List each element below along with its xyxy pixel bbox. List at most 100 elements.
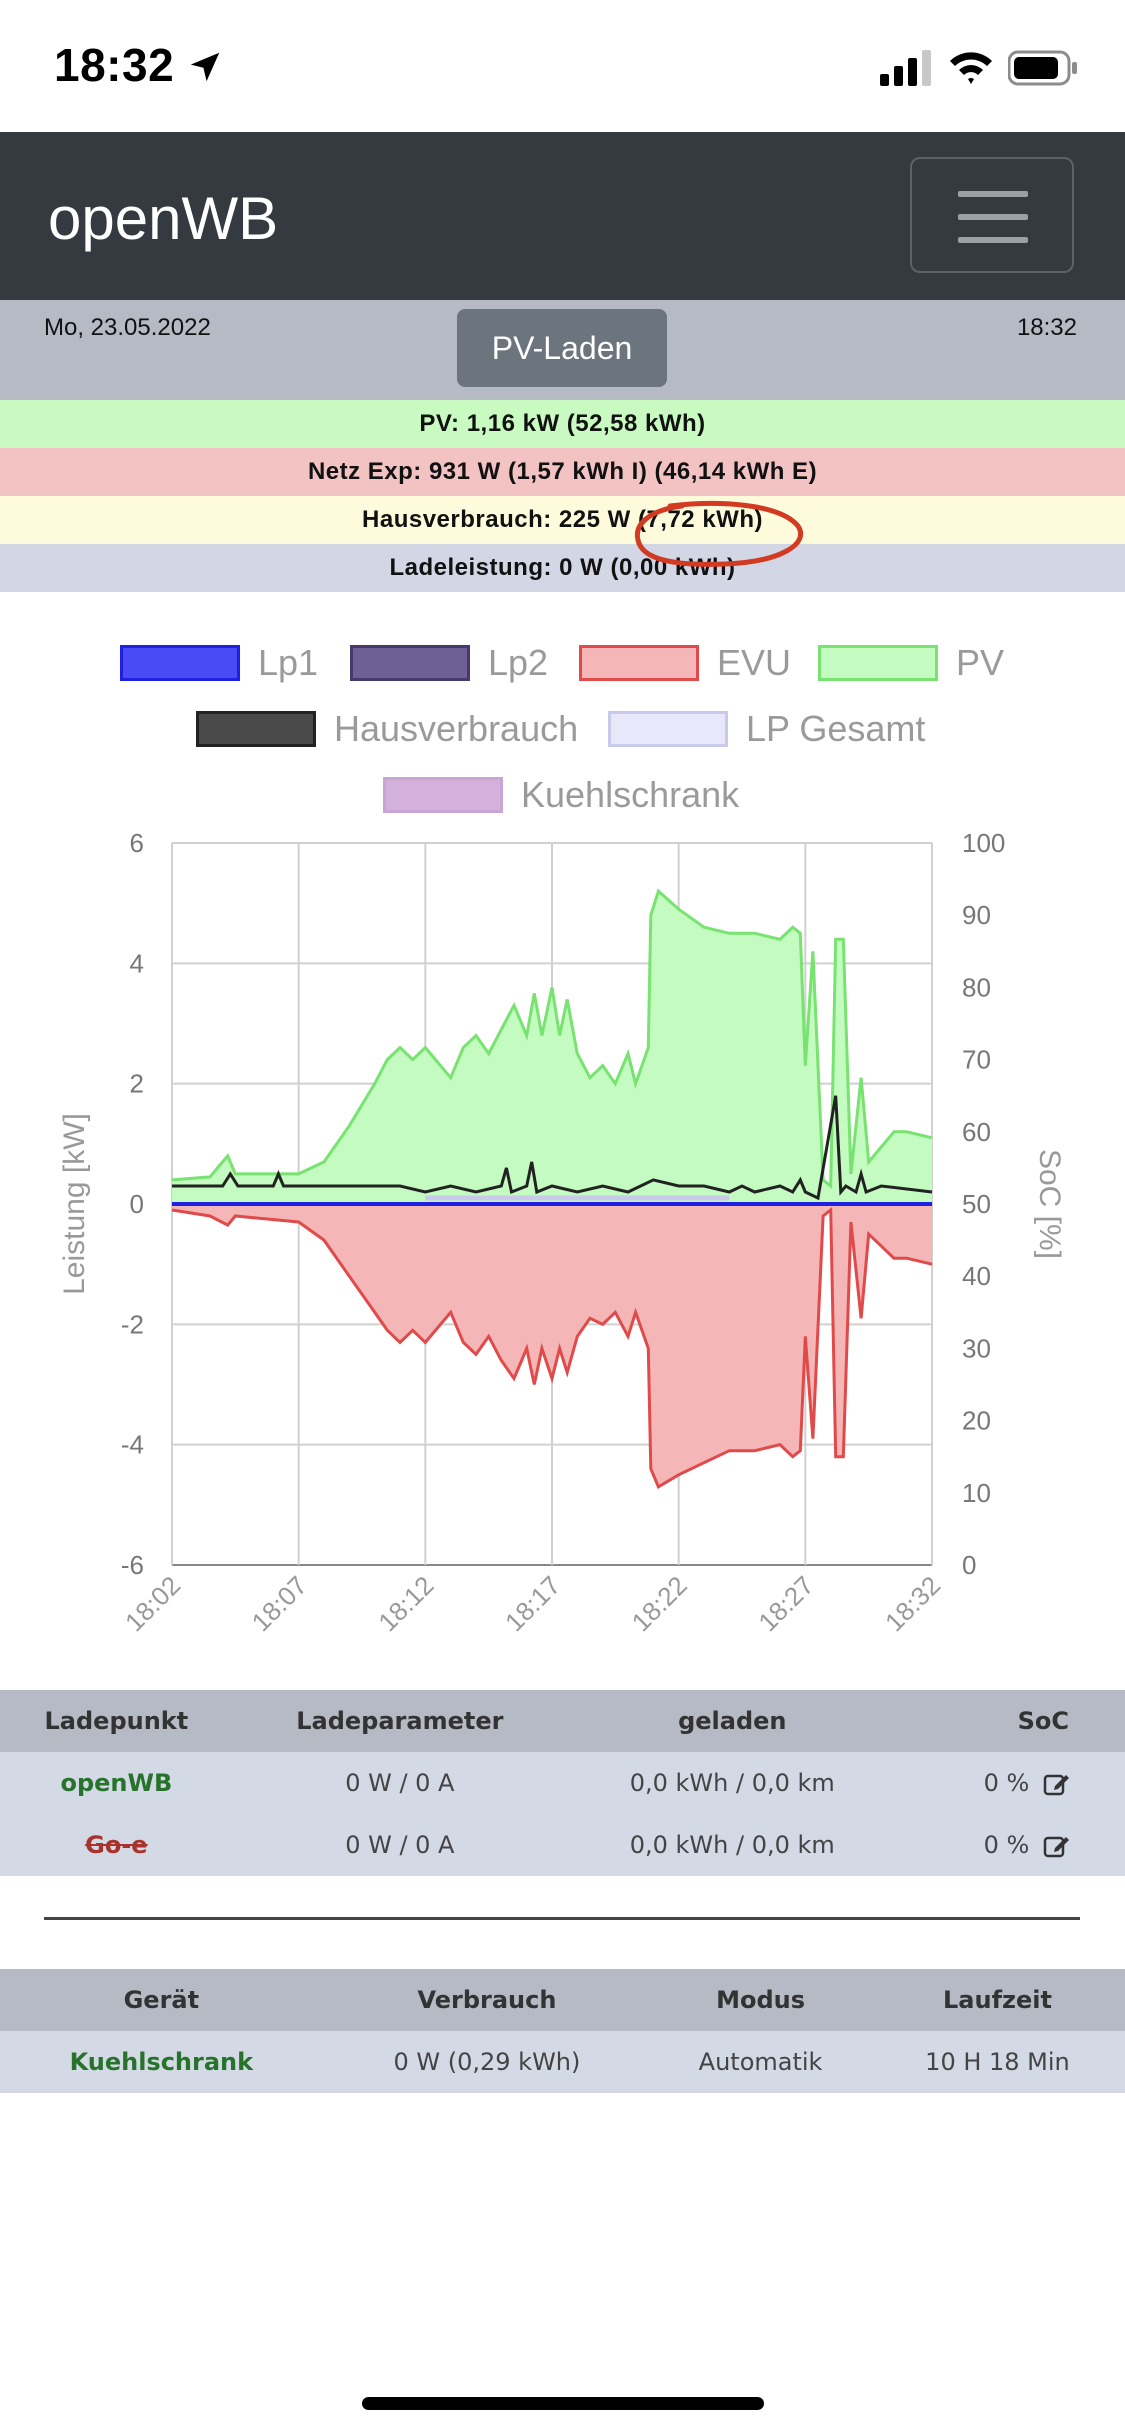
y2-tick-label: 100 <box>962 828 1005 858</box>
y2-tick-label: 40 <box>962 1261 991 1291</box>
column-header: SoC <box>897 1690 1125 1752</box>
y-tick-label: 4 <box>130 948 144 978</box>
edit-icon[interactable] <box>1043 1832 1071 1860</box>
column-header: Verbrauch <box>322 1969 652 2031</box>
table-header-row: Ladepunkt Ladeparameter geladen SoC <box>0 1690 1125 1752</box>
y2-tick-label: 90 <box>962 900 991 930</box>
device-consumption: 0 W (0,29 kWh) <box>322 2031 652 2093</box>
charge-parameter: 0 W / 0 A <box>232 1814 567 1876</box>
brand-title[interactable]: openWB <box>48 185 279 252</box>
column-header: Ladeparameter <box>232 1690 567 1752</box>
column-header: geladen <box>566 1690 898 1752</box>
pv-summary: PV: 1,16 kW (52,58 kWh) <box>0 400 1125 448</box>
legend-swatch <box>579 645 699 681</box>
charged-amount: 0,0 kWh / 0,0 km <box>566 1814 898 1876</box>
column-header: Modus <box>651 1969 870 2031</box>
hamburger-icon <box>958 214 1028 220</box>
series-line-pv <box>171 888 933 1190</box>
y-tick-label: 2 <box>130 1069 144 1099</box>
series-area-pv <box>172 891 932 1204</box>
legend-label: PV <box>956 642 1005 683</box>
y-tick-label: -4 <box>121 1430 144 1460</box>
soc-value: 0 % <box>983 1768 1030 1797</box>
legend-item-lp2[interactable]: Lp2 <box>350 642 548 684</box>
house-consumption-summary: Hausverbrauch: 225 W (7,72 kWh) <box>0 496 1125 544</box>
legend-swatch <box>383 777 503 813</box>
column-header: Gerät <box>0 1969 323 2031</box>
legend-label: Kuehlschrank <box>521 774 740 815</box>
y2-axis-label: SoC [%] <box>1033 1149 1066 1259</box>
hamburger-icon <box>958 191 1028 197</box>
y2-tick-label: 20 <box>962 1406 991 1436</box>
column-header: Ladepunkt <box>0 1690 233 1752</box>
legend-label: Hausverbrauch <box>334 708 579 749</box>
y2-tick-label: 30 <box>962 1333 991 1363</box>
soc-value: 0 % <box>983 1830 1030 1859</box>
legend-label: LP Gesamt <box>746 708 926 749</box>
table-row: Kuehlschrank 0 W (0,29 kWh) Automatik 10… <box>0 2031 1125 2093</box>
legend-item-lp1[interactable]: Lp1 <box>120 642 318 684</box>
home-indicator <box>362 2397 764 2410</box>
charge-parameter: 0 W / 0 A <box>232 1752 567 1814</box>
charging-power-summary: Ladeleistung: 0 W (0,00 kWh) <box>0 544 1125 592</box>
red-circle-annotation <box>634 501 803 567</box>
x-tick-label: 18:12 <box>372 1570 439 1637</box>
y2-tick-label: 50 <box>962 1189 991 1219</box>
current-date: Mo, 23.05.2022 <box>44 314 211 341</box>
edit-icon[interactable] <box>1043 1770 1071 1798</box>
y-tick-label: 0 <box>130 1189 144 1219</box>
chargepoint-name[interactable]: openWB <box>0 1752 233 1814</box>
y-tick-label: 6 <box>130 828 144 858</box>
status-time: 18:32 <box>54 39 175 91</box>
legend-item-lp-gesamt[interactable]: LP Gesamt <box>608 708 925 750</box>
legend-label: Lp2 <box>488 642 549 683</box>
y-tick-label: -2 <box>121 1309 144 1339</box>
device-name[interactable]: Kuehlschrank <box>0 2031 323 2093</box>
legend-swatch <box>196 711 316 747</box>
charged-amount: 0,0 kWh / 0,0 km <box>566 1752 898 1814</box>
legend-label: Lp1 <box>258 642 319 683</box>
y-tick-label: -6 <box>121 1550 144 1580</box>
legend-label: EVU <box>717 642 792 683</box>
y2-tick-label: 60 <box>962 1117 991 1147</box>
legend-item-hausverbrauch[interactable]: Hausverbrauch <box>196 708 578 750</box>
section-divider <box>44 1917 1080 1920</box>
legend-item-pv[interactable]: PV <box>818 642 1004 684</box>
y2-tick-label: 10 <box>962 1478 991 1508</box>
hamburger-icon <box>958 237 1028 243</box>
y2-tick-label: 70 <box>962 1045 991 1075</box>
device-runtime: 10 H 18 Min <box>869 2031 1125 2093</box>
legend-item-evu[interactable]: EVU <box>579 642 791 684</box>
legend-item-kuehlschrank[interactable]: Kuehlschrank <box>383 774 739 816</box>
x-tick-label: 18:17 <box>499 1570 566 1637</box>
navbar: openWB <box>0 132 1125 300</box>
chargepoint-name[interactable]: Go-e <box>0 1814 233 1876</box>
soc-cell: 0 % <box>897 1752 1125 1814</box>
soc-cell: 0 % <box>897 1814 1125 1876</box>
legend-swatch <box>608 711 728 747</box>
x-tick-label: 18:22 <box>626 1570 693 1637</box>
series-area-evu <box>172 1204 932 1487</box>
x-tick-label: 18:02 <box>119 1570 186 1637</box>
x-tick-label: 18:07 <box>246 1570 313 1637</box>
y2-tick-label: 0 <box>962 1550 976 1580</box>
location-arrow-icon <box>190 52 220 82</box>
x-tick-label: 18:27 <box>752 1570 819 1637</box>
x-tick-label: 18:32 <box>879 1570 946 1637</box>
table-row: openWB 0 W / 0 A 0,0 kWh / 0,0 km 0 % <box>0 1752 1125 1814</box>
grid-summary: Netz Exp: 931 W (1,57 kWh I) (46,14 kWh … <box>0 448 1125 496</box>
charge-mode-button[interactable]: PV-Laden <box>457 309 667 387</box>
y2-tick-label: 80 <box>962 972 991 1002</box>
device-table: Gerät Verbrauch Modus Laufzeit Kuehlschr… <box>0 1969 1125 2093</box>
battery-icon <box>1008 50 1077 86</box>
y-axis-label: Leistung [kW] <box>58 1113 91 1295</box>
legend-swatch <box>350 645 470 681</box>
device-mode[interactable]: Automatik <box>651 2031 870 2093</box>
legend-swatch <box>120 645 240 681</box>
table-row: Go-e 0 W / 0 A 0,0 kWh / 0,0 km 0 % <box>0 1814 1125 1876</box>
date-bar: Mo, 23.05.2022 PV-Laden 18:32 <box>0 300 1125 400</box>
series-line-hausverbrauch <box>172 1095 933 1201</box>
menu-toggle-button[interactable] <box>910 157 1074 273</box>
series-line-evu <box>171 1206 933 1489</box>
